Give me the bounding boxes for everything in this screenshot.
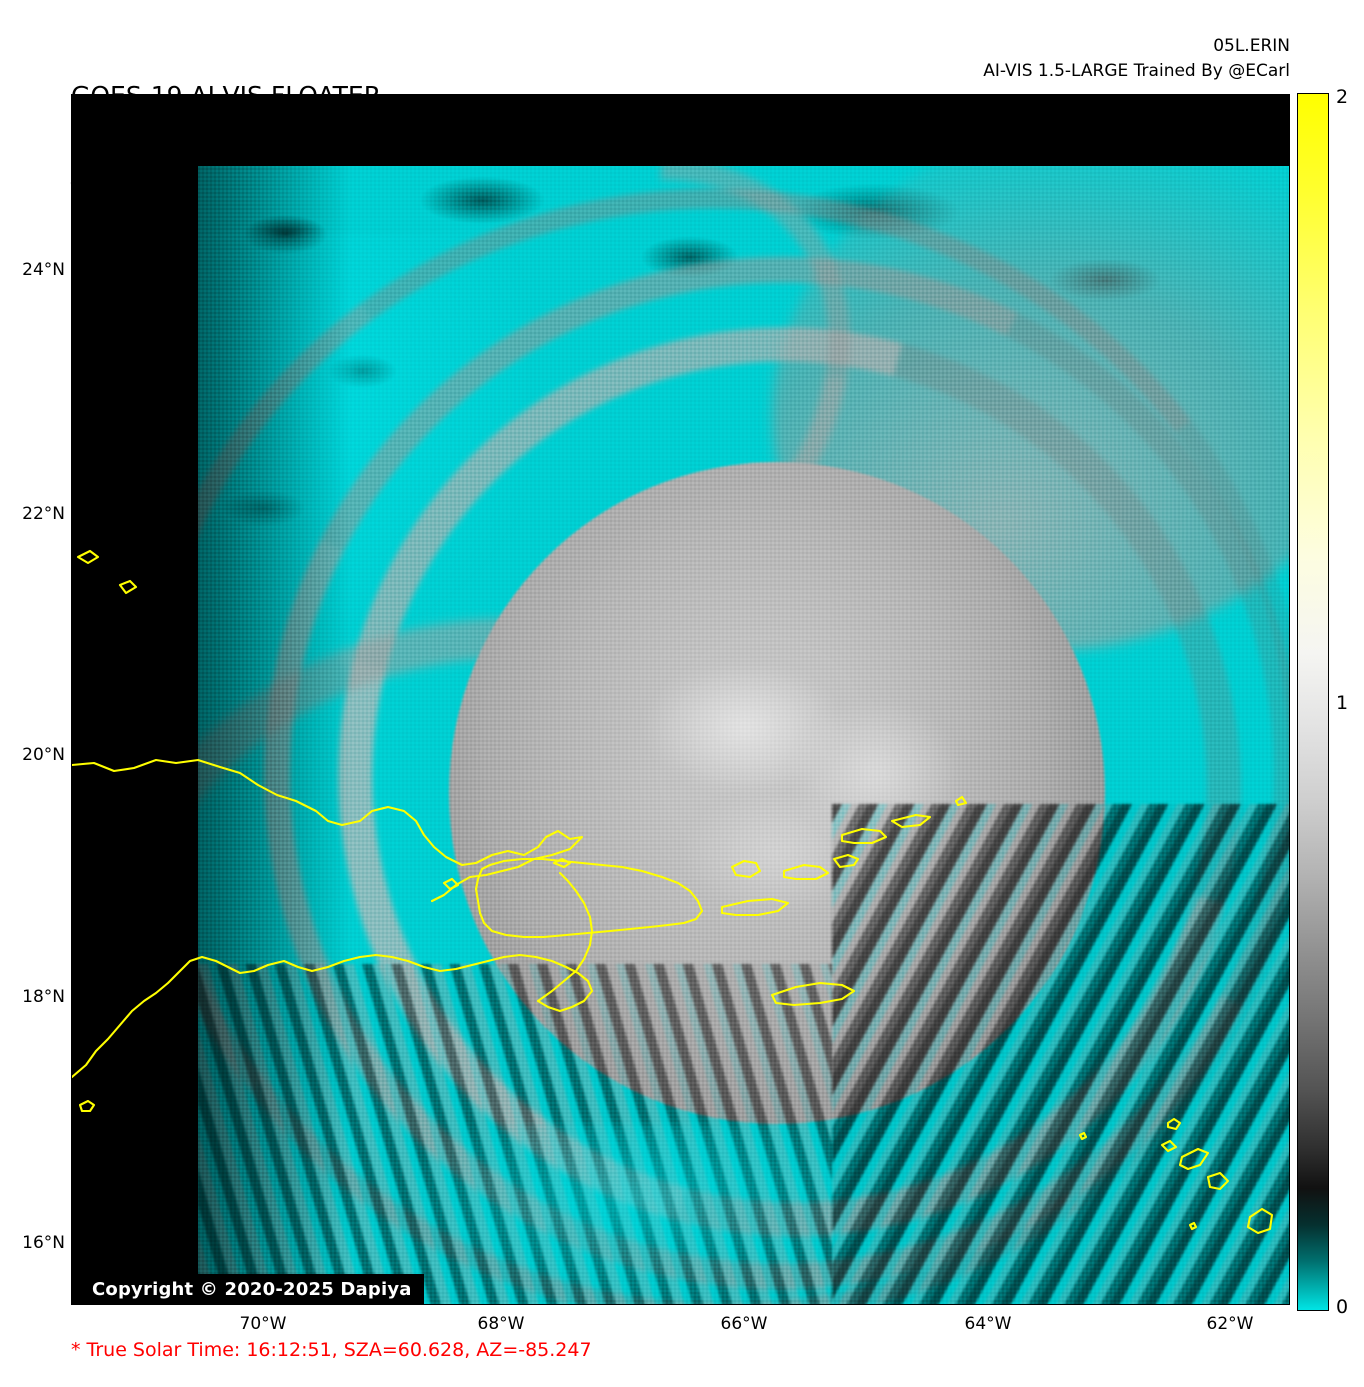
plot-header-right: 05L.ERIN AI-VIS 1.5-LARGE Trained By @EC… [983,34,1290,84]
colorbar-tick-0: 0 [1336,1296,1349,1318]
ytick-label-22N: 22°N [22,504,65,524]
ytick-label-24N: 24°N [22,260,65,280]
ytick-label-20N: 20°N [22,745,65,765]
model-credit-label: AI-VIS 1.5-LARGE Trained By @ECarl [983,61,1290,81]
xtick-label-66W: 66°W [720,1314,768,1334]
xtick-label-64W: 64°W [964,1314,1012,1334]
storm-id-label: 05L.ERIN [1213,36,1290,56]
colorbar-tick-2: 2 [1336,86,1349,108]
xtick-label-68W: 68°W [477,1314,525,1334]
satellite-data-raster [198,166,1289,1304]
western-terminator-shading [198,166,352,1304]
xtick-label-70W: 70°W [239,1314,287,1334]
ytick-label-18N: 18°N [22,987,65,1007]
colorbar-tick-1: 1 [1336,692,1349,714]
colorbar[interactable] [1297,93,1329,1311]
solar-geometry-footnote: * True Solar Time: 16:12:51, SZA=60.628,… [71,1339,592,1361]
xtick-label-62W: 62°W [1206,1314,1254,1334]
satellite-image-plot[interactable]: Copyright © 2020-2025 Dapiya [71,94,1290,1305]
southern-shallow-convection [416,1123,854,1304]
southeast-striated-clouds [831,804,1289,1304]
coastline-islet-nw-a [76,549,100,565]
copyright-watermark: Copyright © 2020-2025 Dapiya [80,1274,424,1304]
coastline-islet-nw-b [118,579,138,595]
coastline-beata-islet [78,1099,96,1113]
ytick-label-16N: 16°N [22,1233,65,1253]
